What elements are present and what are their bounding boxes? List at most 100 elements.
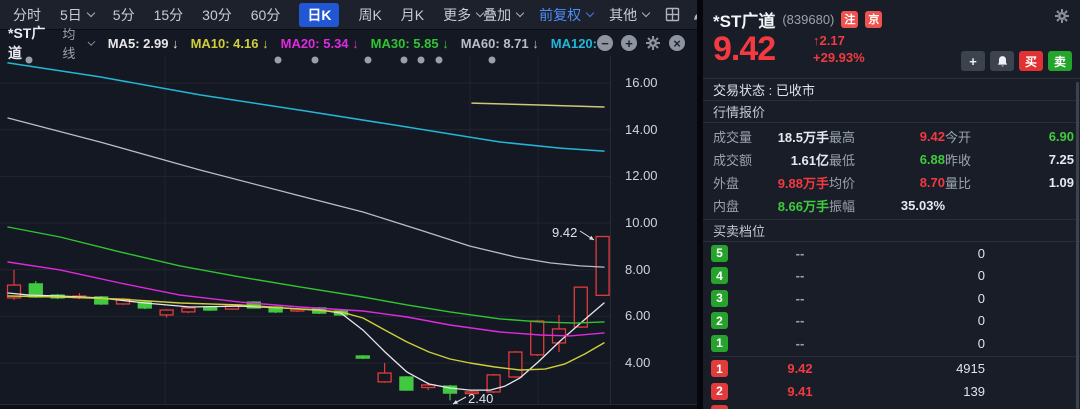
- y-axis-label: 8.00: [625, 261, 651, 277]
- candle-body-green: [442, 385, 458, 394]
- stock-name: *ST广道: [713, 11, 776, 31]
- quote-value: 6.88: [919, 152, 945, 167]
- stock-code: (839680): [782, 11, 835, 27]
- price-cell: 9.42: [787, 361, 813, 377]
- tab-minute[interactable]: 分时: [13, 6, 41, 23]
- price-cell: --: [795, 335, 805, 351]
- candle-body-red: [464, 391, 479, 395]
- quote-label: 外盘: [713, 176, 740, 191]
- volume-cell: 0: [977, 268, 985, 284]
- panel-settings-gear-icon[interactable]: [1054, 8, 1070, 29]
- level-badge: 1: [711, 360, 728, 378]
- volume-cell: 100: [855, 406, 985, 409]
- close-indicator-icon[interactable]: ×: [669, 35, 685, 51]
- candle-body-red: [530, 320, 545, 356]
- zoom-in-icon[interactable]: +: [621, 35, 637, 51]
- quote-value: 18.5万手: [777, 130, 829, 145]
- bid-row[interactable]: 1 9.42 4915: [711, 358, 1080, 381]
- badge-zhu: 注: [841, 10, 859, 28]
- add-to-watchlist-button[interactable]: +: [961, 51, 985, 71]
- chevron-down-icon: [86, 8, 96, 18]
- quote-value: 35.03%: [900, 198, 945, 213]
- price-annotation: 9.42: [552, 225, 577, 240]
- quote-label: 最高: [829, 130, 856, 145]
- ma-line-ma120: [7, 62, 605, 152]
- sell-button[interactable]: 卖: [1048, 51, 1072, 71]
- event-dot: [311, 56, 319, 64]
- price-cell: 9.41: [787, 383, 813, 399]
- zoom-out-icon[interactable]: −: [597, 35, 613, 51]
- bid-row[interactable]: 3 9.40100: [711, 403, 1080, 409]
- candle-body-green: [137, 301, 152, 309]
- candle-body-red: [421, 384, 436, 389]
- kline-chart[interactable]: 9.42 2.40: [0, 0, 697, 409]
- ma-line-ma5: [7, 292, 605, 391]
- buy-button[interactable]: 买: [1019, 51, 1043, 71]
- level-badge: 1: [711, 334, 728, 352]
- chart-toolbar: 分时 5日 5分 15分 30分 60分 日K 周K 月K 更多 叠加 前复权 其他: [0, 0, 697, 30]
- ask-row[interactable]: 1 -- 0: [711, 332, 1080, 355]
- layout-grid-icon[interactable]: [665, 7, 680, 22]
- tab-60min[interactable]: 60分: [250, 6, 281, 23]
- indicator-settings-icon[interactable]: [645, 35, 661, 51]
- quote-value: 8.66万手: [777, 199, 829, 214]
- candle-body-red: [159, 309, 174, 316]
- chart-menus: 叠加 前复权 其他: [483, 5, 651, 25]
- event-dot: [417, 56, 425, 64]
- ask-row[interactable]: 5 -- 0: [711, 242, 1080, 265]
- ma-legend-ma20: MA20: 5.34 ↓: [280, 35, 359, 51]
- annotation-arrowhead: [453, 399, 458, 404]
- tab-monthly-k[interactable]: 月K: [400, 6, 425, 23]
- panel-scrollbar[interactable]: [1076, 82, 1079, 409]
- candle-body-green: [355, 355, 370, 359]
- quote-label: 今开: [945, 130, 972, 145]
- quote-label: 均价: [829, 176, 856, 191]
- tab-more[interactable]: 更多: [443, 5, 485, 25]
- bottom-strip: [0, 405, 697, 409]
- candle-body-green: [94, 296, 109, 305]
- price-cell: --: [795, 268, 805, 284]
- ask-row[interactable]: 2 -- 0: [711, 310, 1080, 333]
- tab-15min[interactable]: 15分: [153, 6, 184, 23]
- draw-pen-icon[interactable]: [692, 7, 697, 22]
- tab-5min[interactable]: 5分: [112, 6, 135, 23]
- candle-body-red: [595, 235, 610, 296]
- level-badge: 3: [711, 405, 728, 409]
- alert-bell-button[interactable]: [990, 51, 1014, 71]
- quote-panel: *ST广道 (839680) 注 京 9.42 ↑2.17 +29.93% + …: [703, 0, 1080, 409]
- ma-values: MA5: 2.99 ↓ MA10: 4.16 ↓ MA20: 5.34 ↓ MA30:…: [108, 36, 597, 51]
- quote-value: 9.42: [919, 129, 945, 144]
- bid-row[interactable]: 2 9.41 139: [711, 380, 1080, 403]
- menu-overlay[interactable]: 叠加: [483, 5, 525, 25]
- tab-weekly-k[interactable]: 周K: [358, 6, 382, 23]
- y-axis-label: 6.00: [625, 308, 651, 324]
- volume-cell: 139: [963, 383, 985, 399]
- ma-legend-ma60: MA60: 8.71 ↓: [460, 35, 539, 51]
- menu-adjust[interactable]: 前复权: [539, 5, 595, 25]
- level-badge: 2: [711, 312, 728, 330]
- quote-label: 成交量: [713, 130, 753, 145]
- tab-5day[interactable]: 5日: [60, 5, 96, 25]
- y-axis-label: 14.00: [625, 121, 658, 137]
- tab-30min[interactable]: 30分: [202, 6, 232, 23]
- ask-row[interactable]: 4 -- 0: [711, 265, 1080, 288]
- menu-other[interactable]: 其他: [609, 5, 651, 25]
- trading-status: 交易状态 : 已收市: [713, 83, 815, 98]
- candle-body-green: [203, 306, 218, 311]
- kline-panel: 9.42 2.40 分时 5日 5分 15分 30分 60分 日K 周K 月K 更多 叠加 前复权 其他…: [0, 0, 697, 409]
- quote-value: 6.90: [1048, 129, 1074, 144]
- price-cell: --: [795, 245, 805, 261]
- quote-value: 1.61亿: [790, 153, 829, 168]
- level-badge: 3: [711, 289, 728, 307]
- event-dot: [25, 56, 33, 64]
- ladder-section-title: 买卖档位: [713, 224, 766, 239]
- y-axis-label: 4.00: [625, 354, 651, 370]
- event-dot: [274, 56, 282, 64]
- tab-daily-k[interactable]: 日K: [299, 2, 340, 27]
- ask-row[interactable]: 3 -- 0: [711, 287, 1080, 310]
- price-change: ↑2.17 +29.93%: [813, 33, 865, 65]
- ma-selector-dropdown[interactable]: 均线: [62, 24, 96, 62]
- ma-line-ma250: [471, 102, 605, 108]
- price-cell: 9.40: [745, 406, 855, 409]
- chevron-down-icon: [87, 37, 96, 46]
